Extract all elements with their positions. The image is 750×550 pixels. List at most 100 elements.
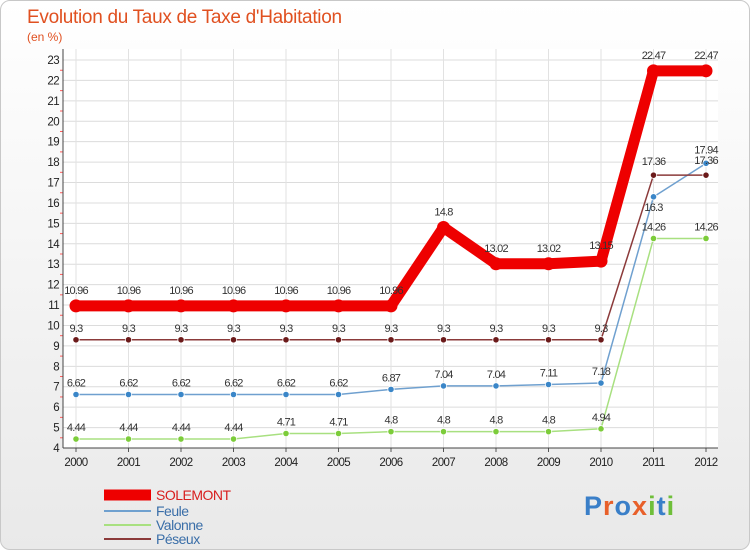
data-label-péseux: 17.36 bbox=[642, 156, 666, 168]
x-tick-label: 2009 bbox=[537, 457, 560, 469]
data-point-feule bbox=[702, 159, 710, 167]
data-label-feule: 17.94 bbox=[694, 144, 718, 156]
data-label-valonne: 4.71 bbox=[277, 417, 296, 429]
y-tick-label: 5 bbox=[53, 423, 59, 435]
data-label-solemont: 10.96 bbox=[379, 285, 403, 297]
data-point-feule bbox=[387, 385, 395, 393]
y-tick-label: 18 bbox=[47, 157, 59, 169]
data-label-péseux: 9.3 bbox=[70, 323, 84, 335]
data-point-valonne bbox=[334, 429, 343, 438]
data-point-valonne bbox=[649, 234, 658, 243]
x-tick-label: 2002 bbox=[169, 457, 192, 469]
data-label-péseux: 9.3 bbox=[542, 323, 556, 335]
data-point-péseux bbox=[702, 171, 710, 179]
legend-label-valonne: Valonne bbox=[156, 517, 204, 533]
logo-letter: x bbox=[632, 491, 649, 521]
data-point-péseux bbox=[544, 336, 553, 344]
data-label-solemont: 13.02 bbox=[537, 243, 561, 255]
logo-letter: r bbox=[603, 491, 615, 521]
data-point-valonne bbox=[229, 435, 238, 443]
data-label-solemont: 13.02 bbox=[484, 243, 508, 255]
data-label-solemont: 10.96 bbox=[222, 285, 246, 297]
y-tick-label: 8 bbox=[53, 361, 59, 373]
data-point-solemont bbox=[542, 257, 555, 271]
data-point-solemont bbox=[699, 64, 713, 78]
data-label-valonne: 4.44 bbox=[172, 422, 191, 434]
data-point-feule bbox=[439, 382, 448, 390]
x-tick-label: 2005 bbox=[327, 457, 350, 469]
y-tick-label: 9 bbox=[53, 341, 59, 353]
y-tick-label: 17 bbox=[47, 178, 59, 190]
data-point-feule bbox=[597, 379, 605, 387]
data-point-péseux bbox=[177, 336, 185, 344]
data-point-péseux bbox=[229, 336, 238, 344]
data-point-feule bbox=[177, 390, 185, 399]
y-tick-label: 22 bbox=[47, 75, 59, 87]
data-point-solemont bbox=[594, 254, 608, 268]
data-point-péseux bbox=[649, 171, 658, 179]
data-point-solemont bbox=[384, 299, 398, 313]
y-tick-label: 7 bbox=[53, 382, 59, 394]
data-label-solemont: 14.8 bbox=[434, 206, 453, 218]
data-point-péseux bbox=[124, 336, 133, 344]
logo-letter: t bbox=[656, 491, 667, 521]
data-label-feule: 16.3 bbox=[644, 202, 663, 214]
data-label-péseux: 9.3 bbox=[280, 323, 294, 335]
data-point-solemont bbox=[279, 299, 293, 313]
data-point-feule bbox=[649, 193, 658, 201]
y-tick-label: 13 bbox=[47, 259, 59, 271]
data-label-valonne: 4.8 bbox=[437, 415, 451, 427]
data-point-péseux bbox=[334, 336, 343, 344]
x-tick-label: 2011 bbox=[642, 457, 665, 469]
data-label-feule: 6.87 bbox=[382, 372, 401, 384]
x-tick-label: 2004 bbox=[274, 457, 298, 469]
legend-label-solemont: SOLEMONT bbox=[156, 487, 232, 503]
data-label-feule: 6.62 bbox=[224, 377, 243, 389]
data-label-péseux: 9.3 bbox=[122, 323, 136, 335]
data-label-feule: 6.62 bbox=[119, 377, 138, 389]
y-tick-label: 15 bbox=[47, 218, 59, 230]
x-tick-label: 2012 bbox=[694, 457, 717, 469]
data-point-péseux bbox=[282, 336, 290, 344]
x-tick-label: 2007 bbox=[432, 457, 455, 469]
data-point-valonne bbox=[282, 429, 290, 438]
data-label-péseux: 9.3 bbox=[385, 323, 399, 335]
data-label-valonne: 4.44 bbox=[119, 422, 138, 434]
y-tick-label: 14 bbox=[47, 239, 60, 251]
data-point-feule bbox=[229, 390, 238, 399]
y-tick-label: 16 bbox=[47, 198, 59, 210]
data-point-feule bbox=[72, 390, 80, 399]
proxiti-logo: Proxiti bbox=[584, 491, 675, 522]
chart-title: Evolution du Taux de Taxe d'Habitation bbox=[27, 7, 342, 28]
x-tick-label: 2001 bbox=[117, 457, 140, 469]
data-label-solemont: 10.96 bbox=[117, 285, 141, 297]
data-label-solemont: 10.96 bbox=[327, 285, 351, 297]
x-tick-label: 2003 bbox=[222, 457, 245, 469]
data-label-péseux: 9.3 bbox=[227, 323, 241, 335]
data-label-feule: 7.18 bbox=[592, 366, 611, 378]
data-label-valonne: 4.44 bbox=[224, 422, 243, 434]
data-point-valonne bbox=[597, 425, 605, 433]
data-label-valonne: 4.44 bbox=[67, 422, 86, 434]
data-label-péseux: 9.3 bbox=[332, 323, 346, 335]
data-point-solemont bbox=[332, 299, 345, 313]
data-label-solemont: 10.96 bbox=[64, 285, 88, 297]
data-label-feule: 7.04 bbox=[434, 369, 453, 381]
data-label-valonne: 14.26 bbox=[642, 221, 666, 233]
y-tick-label: 10 bbox=[47, 320, 59, 332]
data-point-valonne bbox=[439, 428, 448, 436]
chart-unit: (en %) bbox=[27, 30, 63, 44]
logo-letter: P bbox=[584, 491, 604, 521]
y-tick-label: 21 bbox=[47, 96, 59, 108]
data-point-feule bbox=[124, 390, 133, 399]
data-label-valonne: 4.8 bbox=[542, 415, 556, 427]
data-label-valonne: 4.71 bbox=[329, 417, 348, 429]
data-label-valonne: 4.8 bbox=[385, 415, 399, 427]
x-tick-label: 2006 bbox=[379, 457, 402, 469]
data-label-péseux: 9.3 bbox=[490, 323, 504, 335]
data-label-valonne: 4.8 bbox=[490, 415, 504, 427]
data-point-solemont bbox=[647, 64, 660, 78]
data-point-péseux bbox=[387, 336, 395, 344]
data-point-solemont bbox=[489, 257, 503, 271]
